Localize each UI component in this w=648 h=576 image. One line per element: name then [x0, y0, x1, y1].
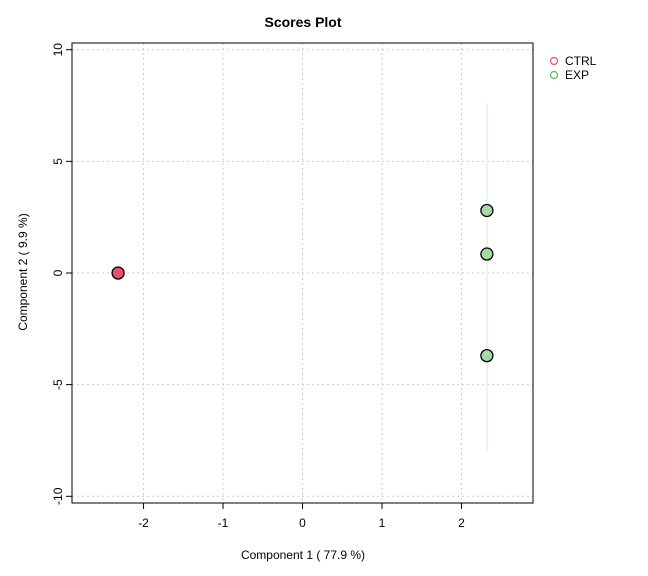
exp-data-point: [480, 348, 494, 363]
y-tick-label: -5: [51, 379, 65, 390]
x-tick-label: -1: [218, 516, 229, 530]
points-layer: [111, 203, 494, 363]
y-tick-label: -10: [51, 487, 65, 505]
x-axis: -2 -1 0 1 2: [138, 502, 465, 530]
y-axis: -10 -5 0 5 10: [51, 43, 73, 505]
y-tick-label: 0: [51, 269, 65, 276]
x-tick-label: 2: [458, 516, 465, 530]
legend-marker-ctrl: [549, 56, 559, 66]
chart-title: Scores Plot: [264, 14, 341, 30]
x-tick-label: -2: [138, 516, 149, 530]
legend-marker-exp: [549, 70, 559, 80]
exp-data-point: [480, 203, 494, 218]
ctrl-data-point: [111, 266, 125, 280]
grid-layer: [72, 43, 533, 503]
y-axis-label: Component 2 ( 9.9 %): [16, 213, 30, 330]
x-tick-label: 1: [379, 516, 386, 530]
legend-label-exp: EXP: [565, 68, 589, 82]
x-axis-label: Component 1 ( 77.9 %): [241, 548, 365, 562]
x-tick-label: 0: [299, 516, 306, 530]
exp-data-point: [480, 247, 494, 261]
legend-label-ctrl: CTRL: [565, 54, 597, 68]
y-tick-label: 5: [51, 158, 65, 165]
y-tick-label: 10: [51, 43, 65, 57]
